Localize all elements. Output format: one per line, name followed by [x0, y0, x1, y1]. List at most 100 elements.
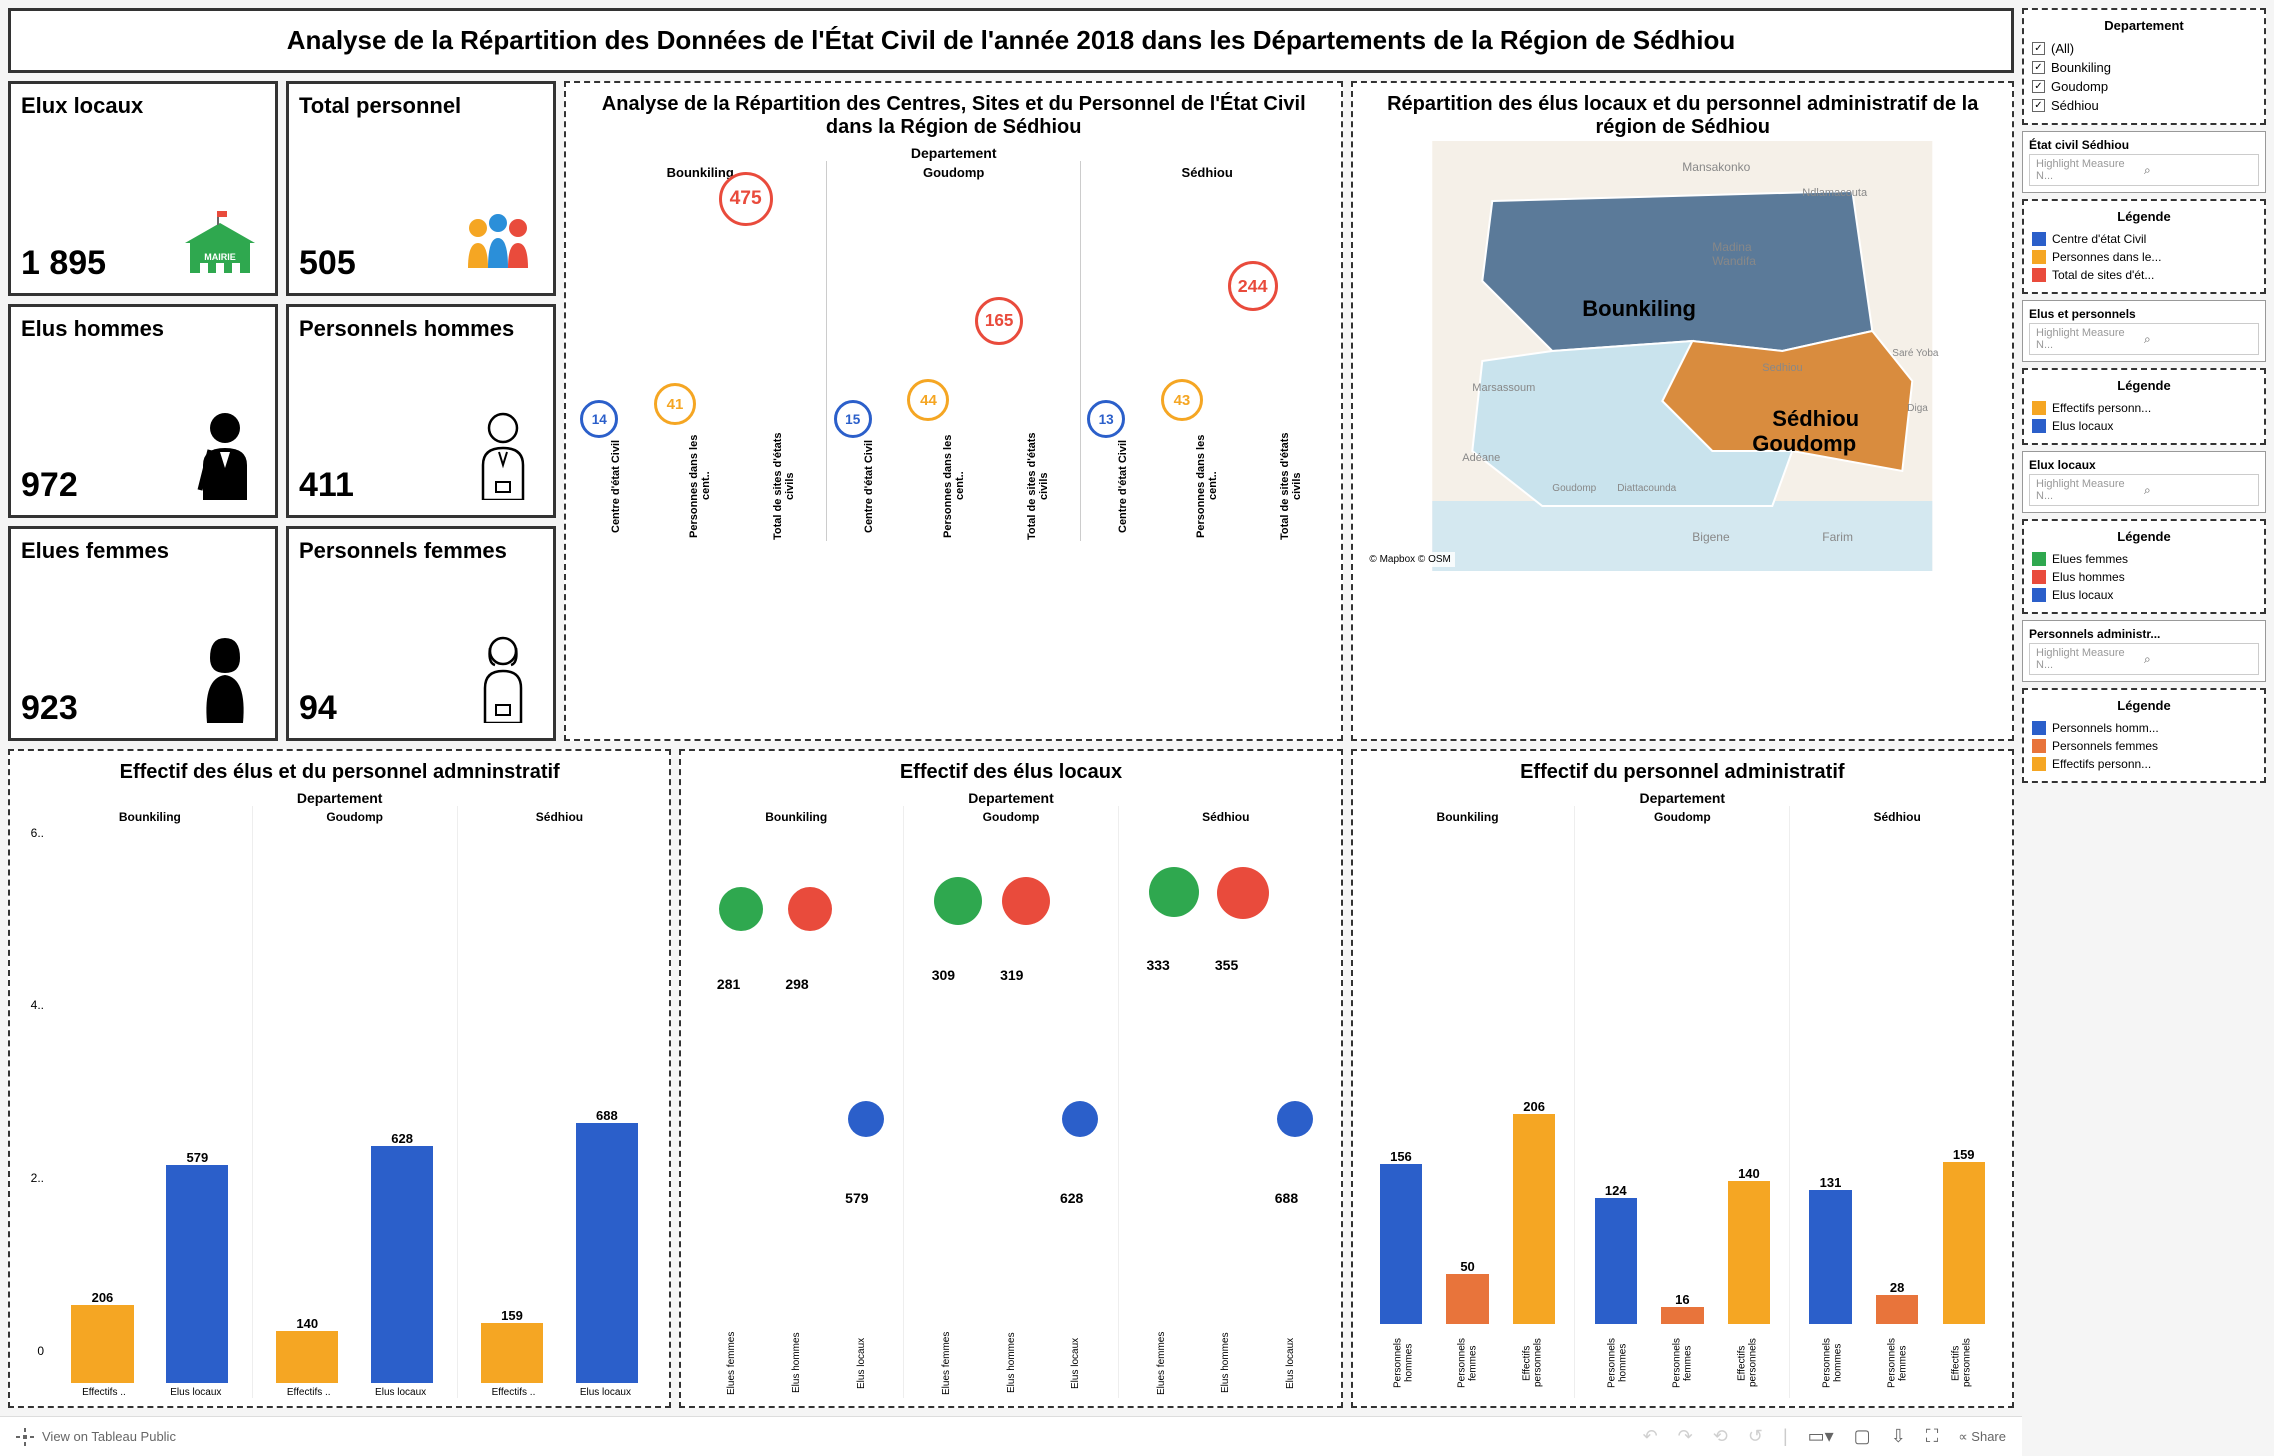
bar[interactable]: 628	[358, 1131, 447, 1383]
bubble[interactable]: 165	[975, 297, 1023, 345]
svg-text:Saré Yoba: Saré Yoba	[1893, 348, 1940, 359]
legend-item[interactable]: Elus locaux	[2032, 417, 2256, 435]
bar[interactable]: 688	[562, 1108, 651, 1383]
dept-header: Bounkiling	[1361, 806, 1575, 828]
legend-item[interactable]: Personnes dans le...	[2032, 248, 2256, 266]
checkbox-icon[interactable]: ✓	[2032, 80, 2045, 93]
kpi-card[interactable]: Elux locaux 1 895 MAIRIE	[8, 81, 278, 296]
dot-marker[interactable]	[1217, 867, 1269, 919]
legend-item[interactable]: Elus locaux	[2032, 586, 2256, 604]
map[interactable]: Bounkiling Sédhiou Goudomp Mansakonko Nd…	[1361, 141, 2004, 571]
filter-item[interactable]: ✓Sédhiou	[2032, 96, 2256, 115]
highlight-panel: État civil Sédhiou Highlight Measure N..…	[2022, 131, 2266, 193]
kpi-card[interactable]: Personnels femmes 94	[286, 526, 556, 741]
kpi-card[interactable]: Elus hommes 972	[8, 304, 278, 519]
bar[interactable]: 159	[468, 1308, 557, 1383]
axis-label: Personnes dans les cent..	[912, 431, 996, 541]
legend-item[interactable]: Elues femmes	[2032, 550, 2256, 568]
share-button[interactable]: ∝ Share	[1958, 1429, 2006, 1445]
bar[interactable]: 28	[1867, 1280, 1928, 1324]
dept-label: Sédhiou	[1081, 161, 1333, 184]
kpi-card[interactable]: Total personnel 505	[286, 81, 556, 296]
fullscreen-icon[interactable]: ⛶	[1926, 1426, 1939, 1447]
dot-marker[interactable]	[1149, 867, 1199, 917]
people-icon	[453, 208, 543, 283]
kpi-card[interactable]: Elues femmes 923	[8, 526, 278, 741]
redo-icon[interactable]: ↷	[1678, 1426, 1693, 1447]
highlight-input[interactable]: Highlight Measure N...⌕	[2029, 474, 2259, 506]
bar[interactable]: 206	[1504, 1099, 1565, 1324]
x-label: Personnels femmes	[1435, 1328, 1500, 1398]
refresh-icon[interactable]: ↺	[1748, 1426, 1763, 1447]
revert-icon[interactable]: ⟲	[1713, 1426, 1728, 1447]
dot-marker[interactable]	[1277, 1101, 1313, 1137]
highlight-input[interactable]: Highlight Measure N...⌕	[2029, 643, 2259, 675]
footer-view-link[interactable]: View on Tableau Public	[42, 1429, 176, 1444]
legend-item[interactable]: Centre d'état Civil	[2032, 230, 2256, 248]
bar-panel-2: Effectif du personnel administratif Depa…	[1351, 749, 2014, 1409]
device-icon[interactable]: ▭▾	[1808, 1426, 1834, 1447]
legend-item[interactable]: Total de sites d'ét...	[2032, 266, 2256, 284]
bar-chart-2[interactable]: Bounkiling 156 50 206 Personnels hommesP…	[1361, 806, 2004, 1399]
bar-chart-1[interactable]: 6..4..2..0Bounkiling 206 579 Effectifs .…	[18, 806, 661, 1399]
bar2-title: Effectif du personnel administratif	[1361, 759, 2004, 786]
search-icon: ⌕	[2144, 483, 2252, 498]
bar[interactable]: 140	[1719, 1166, 1780, 1324]
kpi-card[interactable]: Personnels hommes 411	[286, 304, 556, 519]
bubble[interactable]: 43	[1161, 379, 1203, 421]
bar-value: 688	[596, 1108, 618, 1123]
legend-label: Effectifs personn...	[2052, 757, 2151, 771]
bar-value: 159	[501, 1308, 523, 1323]
dept-header: Sédhiou	[1119, 806, 1333, 828]
checkbox-icon[interactable]: ✓	[2032, 42, 2045, 55]
filter-item[interactable]: ✓(All)	[2032, 39, 2256, 58]
bar[interactable]: 124	[1585, 1183, 1646, 1324]
highlight-input[interactable]: Highlight Measure N...⌕	[2029, 323, 2259, 355]
bar[interactable]: 16	[1652, 1292, 1713, 1324]
dot-marker[interactable]	[719, 887, 763, 931]
legend-item[interactable]: Effectifs personn...	[2032, 755, 2256, 773]
legend-item[interactable]: Personnels femmes	[2032, 737, 2256, 755]
axis-label: Personnes dans les cent..	[1165, 431, 1249, 541]
bubble[interactable]: 244	[1228, 261, 1278, 311]
highlight-input[interactable]: Highlight Measure N...⌕	[2029, 154, 2259, 186]
dept-header: Bounkiling	[48, 806, 252, 828]
checkbox-icon[interactable]: ✓	[2032, 61, 2045, 74]
bar[interactable]: 159	[1933, 1147, 1994, 1324]
svg-text:Diattacounda: Diattacounda	[1618, 483, 1677, 494]
present-icon[interactable]: ▢	[1854, 1426, 1871, 1447]
dot-marker[interactable]	[848, 1101, 884, 1137]
legend-label: Elus locaux	[2052, 588, 2113, 602]
bar[interactable]: 140	[263, 1316, 352, 1383]
dot-marker[interactable]	[788, 887, 832, 931]
legend-item[interactable]: Effectifs personn...	[2032, 399, 2256, 417]
checkbox-icon[interactable]: ✓	[2032, 99, 2045, 112]
bubble-panel-subtitle: Departement	[574, 145, 1333, 161]
bar[interactable]: 131	[1800, 1175, 1861, 1324]
dot-marker[interactable]	[1062, 1101, 1098, 1137]
bubble[interactable]: 475	[719, 172, 773, 226]
bubble[interactable]: 44	[907, 379, 949, 421]
dot-chart[interactable]: Bounkiling 281 298 579Elues femmesElus h…	[689, 806, 1332, 1399]
legend-label: Elus locaux	[2052, 419, 2113, 433]
dot-value: 688	[1275, 1190, 1298, 1206]
legend-label: Personnes dans le...	[2052, 250, 2161, 264]
bar[interactable]: 206	[58, 1290, 147, 1383]
filter-item[interactable]: ✓Bounkiling	[2032, 58, 2256, 77]
bar[interactable]: 50	[1437, 1259, 1498, 1324]
undo-icon[interactable]: ↶	[1643, 1426, 1658, 1447]
dot-marker[interactable]	[1002, 877, 1050, 925]
bubble-chart[interactable]: Bounkiling1441475Centre d'état CivilPers…	[574, 161, 1333, 541]
legend-item[interactable]: Elus hommes	[2032, 568, 2256, 586]
axis-label: Centre d'état Civil	[827, 431, 911, 541]
bar[interactable]: 156	[1371, 1149, 1432, 1324]
legend-swatch	[2032, 570, 2046, 584]
dot-marker[interactable]	[934, 877, 982, 925]
bubble[interactable]: 41	[654, 383, 696, 425]
bar[interactable]: 579	[153, 1150, 242, 1383]
filter-item[interactable]: ✓Goudomp	[2032, 77, 2256, 96]
kpi-title: Elues femmes	[21, 539, 265, 563]
legend-item[interactable]: Personnels homm...	[2032, 719, 2256, 737]
download-icon[interactable]: ⇩	[1891, 1426, 1906, 1447]
x-label: Personnels femmes	[1865, 1328, 1930, 1398]
